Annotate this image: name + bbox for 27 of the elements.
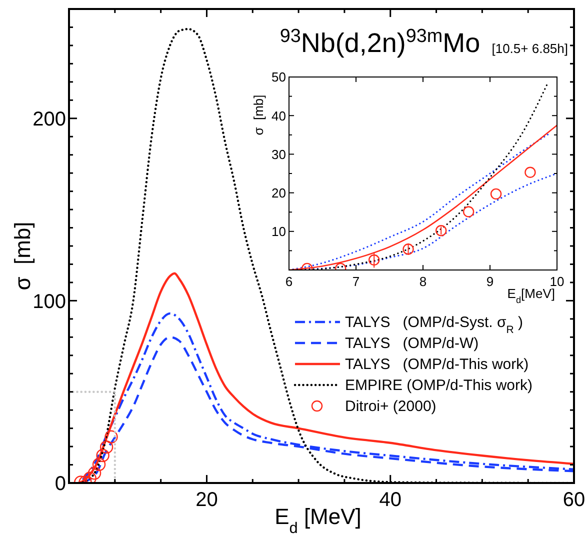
x-tick-label: 7 — [352, 274, 360, 289]
y-tick-label: 20 — [272, 185, 286, 200]
x-axis-title: E$_{d}$ [MeV] — [274, 504, 362, 536]
x-tick-label: 60 — [562, 489, 586, 511]
y-tick-label: 40 — [272, 108, 286, 124]
y-tick-label: 100 — [32, 290, 66, 313]
x-tick-label: 9 — [486, 274, 494, 289]
x-tick-label: 8 — [419, 274, 427, 289]
legend-label: TALYS (OMP/d-This work) — [345, 356, 529, 373]
y-tick-label: 30 — [272, 146, 286, 162]
text: $^{93}$Nb(d,2n)$^{93m}$Mo — [280, 26, 480, 58]
x-tick-label: 40 — [379, 489, 402, 511]
y-axis-title: σ [mb] — [251, 94, 266, 136]
legend-label: TALYS (OMP/d-W) — [345, 335, 479, 352]
x-tick-label: 20 — [196, 489, 218, 511]
legend-label: Ditroi+ (2000) — [345, 398, 436, 415]
legend-label: TALYS (OMP/d-Syst. σ$_{R}$ ) — [345, 314, 523, 336]
x-tick-label: 6 — [285, 274, 293, 289]
x-axis-title: E$_{d}$[MeV] — [507, 286, 555, 305]
legend-label: EMPIRE (OMP/d-This work) — [345, 377, 533, 394]
annotation: [10.5+ 6.85h] — [492, 41, 568, 56]
y-tick-label: 10 — [272, 224, 286, 240]
y-tick-label: 50 — [272, 70, 286, 85]
x-tick-label: 10 — [550, 274, 564, 289]
y-tick-label: 0 — [54, 473, 66, 496]
y-axis-title: σ [mb] — [10, 222, 35, 290]
y-tick-label: 200 — [32, 108, 66, 131]
